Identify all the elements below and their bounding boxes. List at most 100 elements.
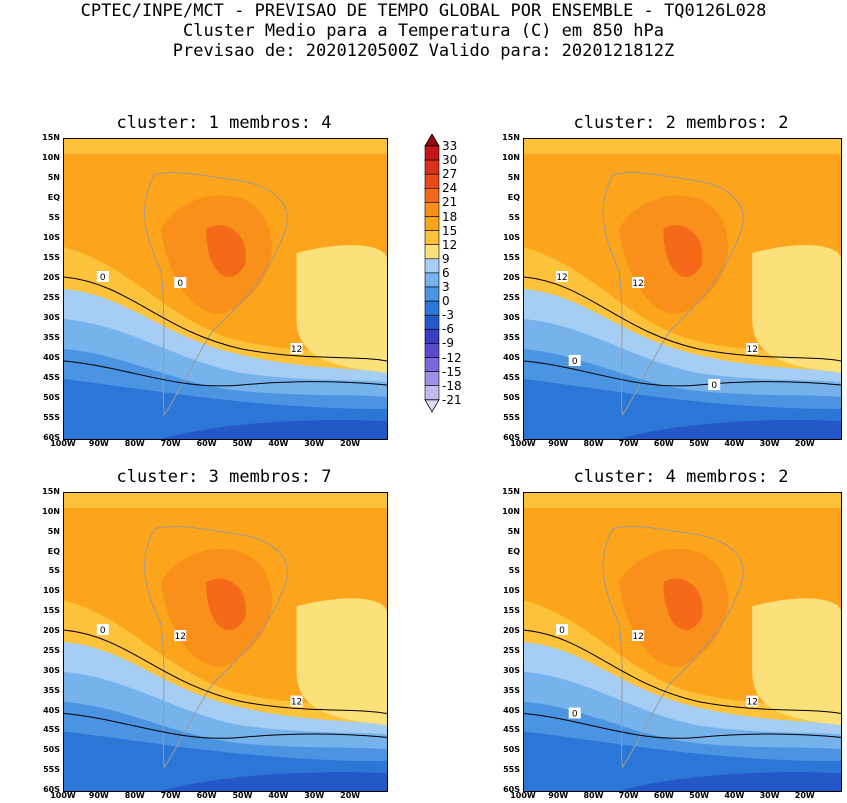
- lon-tick-label: 90W: [88, 791, 109, 800]
- lat-tick-label: 35S: [43, 685, 60, 695]
- contour-label: 12: [632, 277, 645, 289]
- contour-label: 0: [568, 355, 581, 367]
- lat-tick-label: 5S: [508, 213, 520, 222]
- lon-tick-label: 30W: [304, 439, 325, 448]
- lon-tick-label: 20W: [794, 791, 815, 800]
- lat-tick-label: 25S: [503, 293, 520, 302]
- lon-tick-label: 70W: [160, 439, 181, 448]
- lat-tick-label: 15N: [42, 133, 60, 142]
- lat-tick-label: 20S: [43, 626, 60, 636]
- svg-text:0: 0: [711, 381, 717, 391]
- lat-tick-label: 60S: [43, 433, 60, 442]
- lat-tick-label: 50S: [503, 393, 520, 402]
- lat-tick-label: 10S: [503, 233, 520, 242]
- lat-tick-label: 20S: [43, 273, 60, 282]
- svg-text:12: 12: [291, 345, 302, 355]
- temperature-field: 12 12 0: [64, 493, 387, 791]
- contour-label: 12: [632, 630, 645, 642]
- lat-tick-label: 25S: [43, 645, 60, 655]
- lon-tick-label: 40W: [268, 439, 289, 448]
- contour-label: 12: [746, 343, 759, 355]
- lat-tick-label: 40S: [503, 353, 520, 362]
- colorbar-level-label: -12: [442, 350, 462, 365]
- lat-tick-label: 15S: [503, 253, 520, 262]
- colorbar-swatch: [424, 216, 440, 231]
- lon-tick-label: 50W: [232, 439, 253, 448]
- lat-tick-label: 10N: [42, 153, 60, 162]
- lon-tick-label: 100W: [50, 791, 76, 800]
- lat-tick-label: 10N: [502, 506, 520, 516]
- lat-tick-label: 30S: [43, 313, 60, 322]
- colorbar-swatch: [424, 145, 440, 161]
- lon-tick-label: 40W: [724, 439, 745, 448]
- lon-tick-label: 30W: [759, 791, 780, 800]
- lon-tick-label: 100W: [50, 439, 76, 448]
- lat-tick-label: 5N: [47, 173, 60, 182]
- colorbar-level-label: -15: [442, 364, 462, 379]
- lon-tick-label: 70W: [160, 791, 181, 800]
- lat-tick-label: 10S: [43, 233, 60, 242]
- lat-tick-label: 5N: [507, 173, 520, 182]
- lon-tick-label: 80W: [583, 791, 604, 800]
- lon-tick-label: 30W: [304, 791, 325, 800]
- lat-tick-label: 15S: [503, 606, 520, 616]
- lat-tick-label: 10S: [43, 586, 60, 596]
- colorbar-level-label: -18: [442, 378, 462, 393]
- colorbar-level-label: 6: [442, 265, 450, 280]
- colorbar-level-label: 18: [442, 209, 458, 224]
- colorbar-level-label: 27: [442, 167, 458, 182]
- contour-label: 0: [96, 624, 109, 636]
- colorbar-level-label: 9: [442, 251, 450, 266]
- lat-tick-label: 10N: [502, 153, 520, 162]
- colorbar-level-label: 30: [442, 153, 458, 168]
- lat-tick-label: 55S: [503, 413, 520, 422]
- temperature-field: 12 12 0 0: [524, 493, 841, 791]
- lon-tick-label: 20W: [794, 439, 815, 448]
- contour-label: 12: [174, 630, 187, 642]
- lon-tick-label: 50W: [232, 791, 253, 800]
- lat-tick-label: 40S: [43, 353, 60, 362]
- colorbar-swatch: [424, 343, 440, 358]
- lat-tick-label: 35S: [503, 333, 520, 342]
- svg-text:12: 12: [747, 698, 758, 708]
- lat-tick-label: 5S: [48, 566, 60, 576]
- lat-tick-label: 50S: [503, 745, 520, 755]
- colorbar-level-label: 15: [442, 223, 458, 238]
- colorbar-swatch: [424, 202, 440, 217]
- lat-tick-label: 55S: [43, 413, 60, 422]
- lon-tick-label: 90W: [548, 439, 569, 448]
- svg-text:12: 12: [175, 632, 186, 642]
- contour-label: 0: [568, 707, 581, 720]
- lat-tick-label: 30S: [503, 313, 520, 322]
- lat-tick-label: EQ: [47, 193, 60, 202]
- lat-tick-label: 15S: [43, 606, 60, 616]
- map-panel-4: 12 12 0 0: [523, 492, 842, 792]
- panel-title: cluster: 2 membros: 2: [573, 113, 789, 133]
- lat-tick-label: 25S: [43, 293, 60, 302]
- svg-text:12: 12: [632, 279, 643, 289]
- lon-tick-label: 20W: [340, 439, 361, 448]
- lon-tick-label: 100W: [510, 791, 536, 800]
- lon-tick-label: 30W: [759, 439, 780, 448]
- lon-tick-label: 80W: [124, 439, 145, 448]
- lat-tick-label: 20S: [503, 626, 520, 636]
- lat-tick-label: 5S: [508, 566, 520, 576]
- contour-label: 12: [290, 695, 303, 708]
- lat-tick-label: 5N: [47, 526, 60, 536]
- lat-tick-label: 55S: [503, 765, 520, 775]
- colorbar-swatch: [424, 357, 440, 372]
- lat-tick-label: 5N: [507, 526, 520, 536]
- lat-tick-label: 25S: [503, 645, 520, 655]
- lon-tick-label: 80W: [124, 791, 145, 800]
- colorbar-level-label: 0: [442, 294, 450, 309]
- contour-label: 0: [96, 271, 109, 283]
- lat-tick-label: 15N: [42, 487, 60, 496]
- lat-tick-label: 55S: [43, 765, 60, 775]
- colorbar-swatch: [424, 159, 440, 175]
- colorbar-level-label: -3: [442, 308, 454, 323]
- lat-tick-label: 50S: [43, 745, 60, 755]
- lat-tick-label: 20S: [503, 273, 520, 282]
- lat-tick-label: 10N: [42, 506, 60, 516]
- colorbar-level-label: 21: [442, 195, 458, 210]
- lon-tick-label: 90W: [548, 791, 569, 800]
